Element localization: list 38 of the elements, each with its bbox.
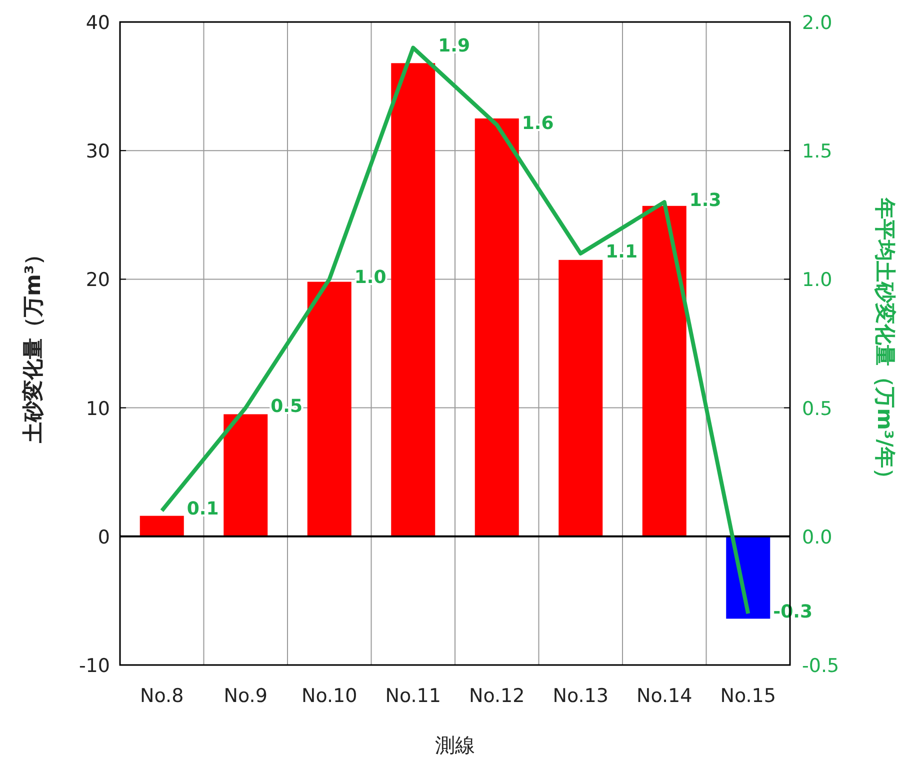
x-tick-label: No.8 [140,685,184,707]
y-tick-label: 0 [98,526,110,548]
data-label: 1.1 [606,241,638,262]
x-tick-label: No.11 [385,685,441,707]
y2-tick-label: 1.0 [802,269,832,292]
bar [307,282,352,536]
y-tick-label: 30 [86,140,110,163]
x-tick-label: No.14 [636,685,692,707]
x-axis-title: 測線 [435,733,475,757]
bar [726,536,770,619]
x-tick-label: No.10 [302,685,358,707]
bar [140,516,184,536]
x-tick-label: No.15 [720,685,776,707]
y2-tick-label: -0.5 [802,655,840,677]
y2-tick-label: 0.0 [802,526,832,548]
y-tick-label: 40 [86,12,110,34]
y2-tick-label: 0.5 [802,398,832,420]
x-tick-label: No.12 [469,685,525,707]
y2-tick-label: 2.0 [802,12,832,34]
data-label: 1.9 [438,36,470,57]
data-label: 1.0 [354,267,386,288]
y-tick-label: 10 [86,398,110,420]
y-tick-label: 20 [86,269,110,292]
data-label: 1.3 [689,190,722,212]
x-tick-label: No.13 [552,685,608,707]
data-label: 0.5 [270,396,303,417]
y-axis-title: 土砂変化量（万m³） [21,244,45,444]
bar [642,206,686,536]
bar [391,63,436,536]
y-tick-label: -10 [78,655,110,677]
data-label: 0.1 [186,498,219,520]
bar [558,260,603,536]
bar [474,118,519,536]
y2-tick-label: 1.5 [802,140,832,163]
data-label: 1.6 [522,112,554,134]
bar [224,414,268,536]
y2-axis-title: 年平均土砂変化量（万m³/年） [873,197,897,489]
x-tick-label: No.9 [224,685,268,707]
